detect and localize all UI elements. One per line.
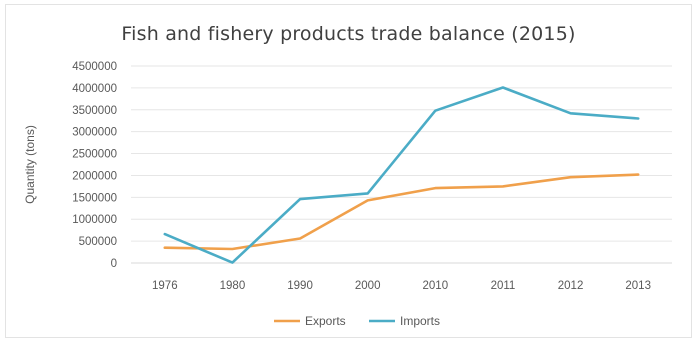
legend: Exports Imports [274, 314, 440, 328]
x-tick-label: 1990 [287, 280, 313, 292]
x-tick-label: 1976 [152, 280, 178, 292]
y-tick-label: 3000000 [72, 127, 117, 139]
y-axis-ticks: 0 500000 1000000 1500000 2000000 2500000 30000… [72, 61, 117, 270]
y-tick-label: 500000 [79, 236, 117, 248]
x-axis-ticks: 1976 1980 1990 2000 2010 2011 2012 2013 [152, 280, 651, 292]
x-tick-label: 2011 [491, 280, 516, 292]
y-tick-label: 1000000 [72, 214, 117, 226]
x-tick-label: 2013 [625, 280, 651, 292]
y-tick-label: 3500000 [72, 105, 117, 117]
series-line-imports [163, 86, 640, 264]
y-tick-label: 2500000 [72, 149, 117, 161]
x-tick-label: 1980 [220, 280, 246, 292]
legend-label-imports: Imports [400, 314, 440, 328]
y-tick-label: 1500000 [72, 192, 117, 204]
legend-label-exports: Exports [305, 314, 346, 328]
chart-title: Fish and fishery products trade balance … [121, 23, 576, 45]
series-lines [163, 86, 640, 264]
x-tick-label: 2000 [355, 280, 381, 292]
y-tick-label: 4500000 [72, 61, 117, 73]
y-tick-label: 4000000 [72, 83, 117, 95]
line-chart: 0 500000 1000000 1500000 2000000 2500000 30000… [23, 61, 672, 328]
series-line-exports [163, 173, 640, 251]
x-tick-label: 2010 [423, 280, 449, 292]
x-tick-label: 2012 [558, 280, 584, 292]
y-axis-title: Quantity (tons) [23, 125, 37, 204]
y-tick-label: 2000000 [72, 170, 117, 182]
chart-container: Fish and fishery products trade balance … [5, 4, 692, 338]
gridlines [131, 65, 672, 264]
y-tick-label: 0 [111, 258, 117, 270]
